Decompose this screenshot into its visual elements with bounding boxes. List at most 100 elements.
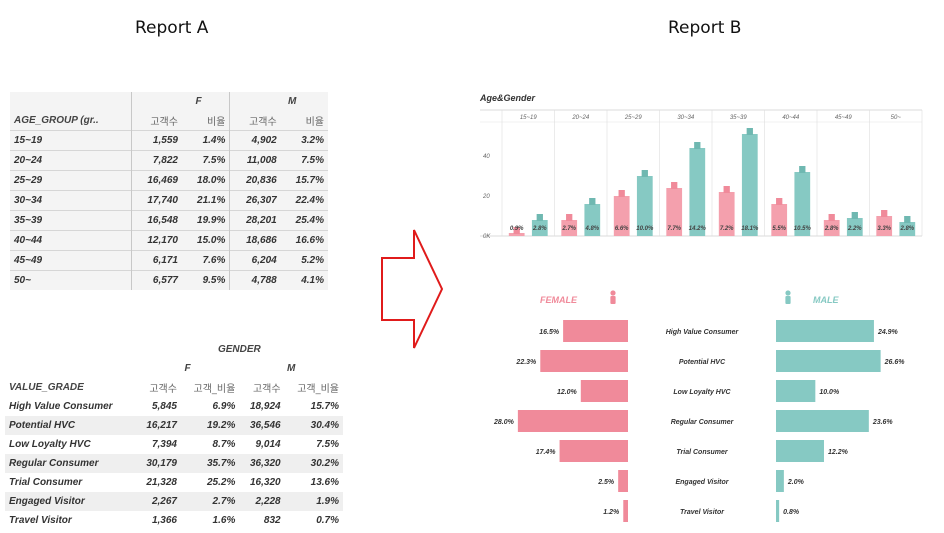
m-ratio-cell: 30.2% xyxy=(284,454,343,473)
grade-cell: Regular Consumer xyxy=(5,454,136,473)
male-value-label: 23.6% xyxy=(872,419,894,426)
f-ratio-cell: 15.0% xyxy=(181,230,231,251)
female-bar xyxy=(666,188,683,236)
x-tick-label: 30~34 xyxy=(677,115,695,121)
female-bar xyxy=(613,196,630,236)
bar-value-label: 3.3% xyxy=(877,226,891,232)
error-marker xyxy=(746,128,753,135)
bar-value-label: 5.5% xyxy=(772,226,786,232)
f-ratio-cell: 19.2% xyxy=(180,416,240,435)
x-tick-label: 15~19 xyxy=(520,115,538,121)
male-bar xyxy=(776,500,780,522)
grade-cell: Low Loyalty HVC xyxy=(9,439,91,450)
category-label: Travel Visitor xyxy=(680,509,725,516)
table-row: High Value Consumer 5,845 6.9% 18,924 15.7% xyxy=(5,397,343,416)
f-count-cell: 30,179 xyxy=(135,454,181,473)
x-tick-label: 25~29 xyxy=(624,115,643,121)
female-bar xyxy=(508,233,525,236)
bar-value-label: 2.8% xyxy=(824,226,839,232)
grade-cell: High Value Consumer xyxy=(9,401,113,412)
table-row: Travel Visitor 1,366 1.6% 832 0.7% xyxy=(5,511,343,530)
f-count-cell: 12,170 xyxy=(131,230,182,251)
male-bar xyxy=(776,410,869,432)
female-bar xyxy=(876,216,893,236)
m-ratio-cell: 7.5% xyxy=(316,439,339,450)
f-ratio-cell: 8.7% xyxy=(212,439,236,450)
male-value-label: 24.9% xyxy=(877,329,899,336)
m-count-cell: 36,320 xyxy=(239,454,285,473)
m-ratio-cell: 16.6% xyxy=(280,230,328,251)
bar-value-label: 6.6% xyxy=(615,226,629,232)
m-ratio-cell: 5.2% xyxy=(280,250,328,271)
bar-value-label: 10.5% xyxy=(794,226,812,232)
female-bar xyxy=(540,350,628,372)
female-bar xyxy=(771,204,788,236)
f-count-header-b: 고객수 xyxy=(149,384,177,395)
error-marker xyxy=(694,142,701,149)
m-count-cell: 18,686 xyxy=(229,230,281,251)
female-bar xyxy=(623,500,628,522)
female-title: FEMALE xyxy=(540,295,578,305)
x-tick-label: 50~ xyxy=(891,115,902,121)
category-label: Regular Consumer xyxy=(671,419,735,426)
male-value-label: 2.0% xyxy=(787,479,805,486)
report-a-title: Report A xyxy=(135,18,209,38)
grade-cell: Travel Visitor xyxy=(9,515,72,526)
age-cell: 25~29 xyxy=(10,170,132,191)
bar-value-label: 2.7% xyxy=(561,226,576,232)
age-cell: 50~ xyxy=(10,270,132,290)
m-ratio-cell: 15.7% xyxy=(280,170,328,191)
male-bar xyxy=(846,218,863,236)
table-row: Regular Consumer 30,179 35.7% 36,320 30.2% xyxy=(5,454,343,473)
male-bar xyxy=(899,222,916,236)
m-ratio-cell: 13.6% xyxy=(310,477,339,488)
m-count-cell: 9,014 xyxy=(255,439,281,450)
male-bar xyxy=(776,350,881,372)
m-ratio-cell: 4.1% xyxy=(280,270,328,290)
male-bar xyxy=(776,470,784,492)
table-row: 20~24 7,822 7.5% 11,008 7.5% xyxy=(10,150,328,171)
bar-value-label: 2.8% xyxy=(532,226,547,232)
category-label: High Value Consumer xyxy=(666,329,740,336)
age-cell: 15~19 xyxy=(10,130,132,151)
x-tick-label: 45~49 xyxy=(835,115,853,121)
m-count-cell: 18,924 xyxy=(249,401,281,412)
age-group-header: AGE_GROUP (gr.. xyxy=(10,111,132,131)
grade-cell: Potential HVC xyxy=(5,416,136,435)
bar-value-label: 14.2% xyxy=(689,226,707,232)
bar-value-label: 7.2% xyxy=(720,226,734,232)
error-marker xyxy=(618,190,625,197)
f-count-cell: 1,559 xyxy=(131,130,182,151)
value-grade-header: VALUE_GRADE xyxy=(9,382,84,393)
error-marker xyxy=(589,198,596,205)
error-marker xyxy=(671,182,678,189)
f-count-cell: 2,267 xyxy=(135,492,181,511)
f-count-cell: 6,577 xyxy=(131,270,182,290)
male-bar xyxy=(776,380,816,402)
female-icon xyxy=(610,296,616,304)
male-value-label: 12.2% xyxy=(828,449,849,456)
f-ratio-cell: 19.9% xyxy=(181,210,231,231)
m-ratio-cell: 25.4% xyxy=(280,210,328,231)
m-ratio-cell: 22.4% xyxy=(280,190,328,211)
bar-value-label: 4.8% xyxy=(584,226,599,232)
x-tick-label: 20~24 xyxy=(571,115,590,121)
male-icon xyxy=(785,290,791,296)
table-row: 25~29 16,469 18.0% 20,836 15.7% xyxy=(10,170,328,191)
table-row: 30~34 17,740 21.1% 26,307 22.4% xyxy=(10,190,328,211)
y-tick-label: 0K xyxy=(483,234,491,240)
female-icon xyxy=(610,290,616,296)
f-ratio-cell: 35.7% xyxy=(180,454,240,473)
male-title: MALE xyxy=(813,295,839,305)
female-value-label: 22.3% xyxy=(515,359,537,366)
f-ratio-cell: 21.1% xyxy=(181,190,231,211)
f-ratio-header: 비율 xyxy=(181,111,231,131)
male-value-label: 26.6% xyxy=(884,359,906,366)
m-ratio-header: 비율 xyxy=(305,117,324,128)
table-row: Engaged Visitor 2,267 2.7% 2,228 1.9% xyxy=(5,492,343,511)
f-ratio-cell: 1.6% xyxy=(212,515,236,526)
error-marker xyxy=(566,214,573,221)
table-row: 40~44 12,170 15.0% 18,686 16.6% xyxy=(10,230,328,251)
chart-title: Age&Gender xyxy=(479,93,536,103)
male-bar xyxy=(741,134,758,236)
